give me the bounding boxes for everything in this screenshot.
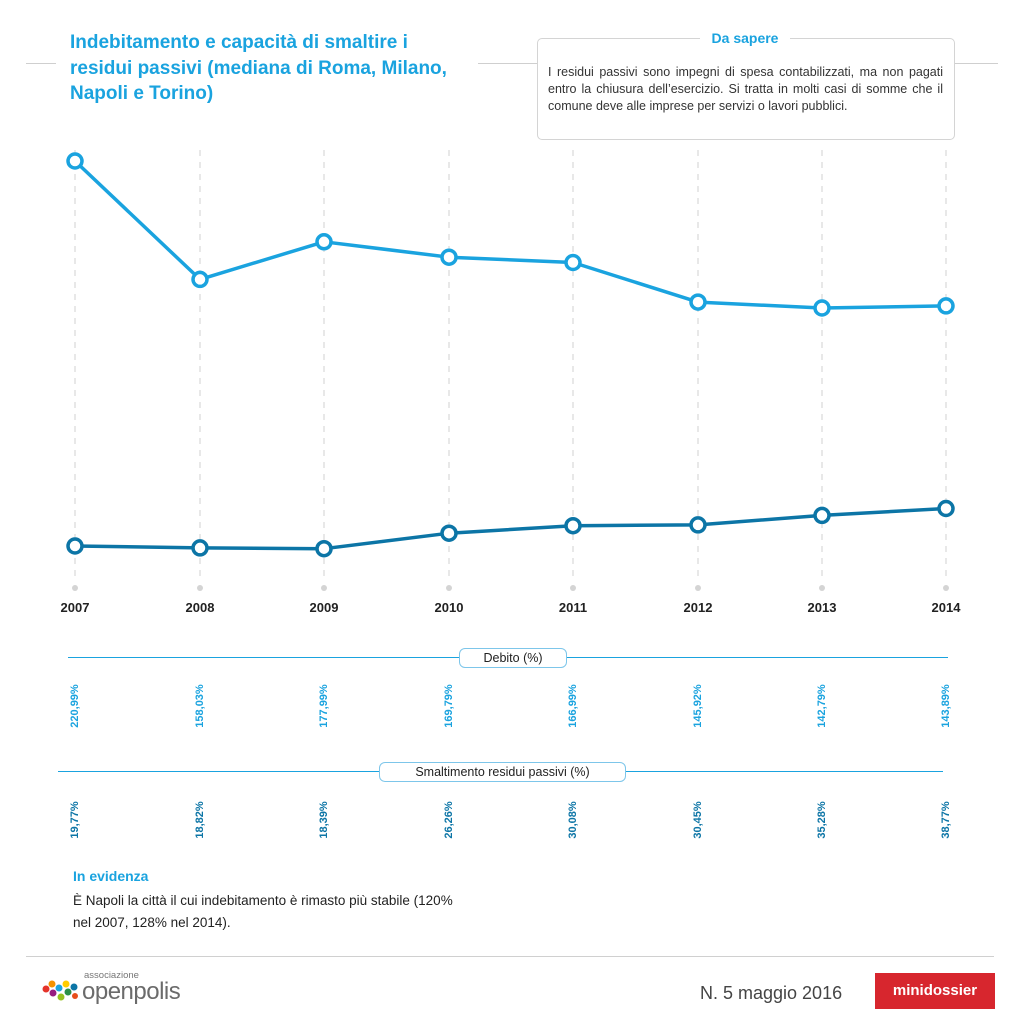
residui-point-2012 <box>689 516 707 534</box>
debt-value-2013: 142,79% <box>816 684 828 728</box>
chart-title: Indebitamento e capacità di smaltire i r… <box>70 32 447 104</box>
debt-point-2007 <box>66 152 84 170</box>
residui-value-2014: 38,77% <box>940 801 952 839</box>
residui-point-2008 <box>191 539 209 557</box>
issue-date: N. 5 maggio 2016 <box>700 983 843 1003</box>
year-label-2011: 2011 <box>558 600 588 615</box>
axis-dot-2014 <box>943 585 949 591</box>
residui-value-2013: 35,28% <box>816 801 828 839</box>
residui-value-2012: 30,45% <box>692 801 704 839</box>
debt-value-2012: 145,92% <box>692 684 704 728</box>
logo-small-text: associazione <box>84 970 139 981</box>
evidence-title: In evidenza <box>73 868 149 884</box>
info-box <box>537 38 955 140</box>
residui-point-2014 <box>937 499 955 518</box>
residui-value-2010: 26,26% <box>443 801 455 839</box>
debt-point-2009 <box>315 233 333 251</box>
residui-value-2008: 18,82% <box>194 801 206 839</box>
year-label-2013: 2013 <box>807 600 837 615</box>
axis-dot-2007 <box>72 585 78 591</box>
debt-point-2014 <box>937 297 955 315</box>
debt-series-line <box>73 159 947 310</box>
year-label-2008: 2008 <box>185 600 215 615</box>
debt-value-2007: 220,99% <box>69 684 81 728</box>
year-label-2012: 2012 <box>683 600 713 615</box>
debt-point-2013 <box>813 299 831 317</box>
logo-brand-text: openpolis <box>82 978 181 1005</box>
debt-point-2011 <box>564 253 582 272</box>
footer-rule <box>26 956 994 957</box>
residui-label-pill: Smaltimento residui passivi (%) <box>379 762 626 782</box>
residui-point-2011 <box>564 516 582 535</box>
year-label-2007: 2007 <box>60 600 90 615</box>
axis-dot-2013 <box>819 585 825 591</box>
axis-dot-2010 <box>446 585 452 591</box>
axis-dot-2009 <box>321 585 327 591</box>
residui-point-2009 <box>315 539 333 558</box>
debt-point-2008 <box>191 270 209 289</box>
residui-value-2007: 19,77% <box>69 801 81 839</box>
debt-value-2014: 143,89% <box>940 684 952 728</box>
residui-value-2011: 30,08% <box>567 801 579 839</box>
year-label-2014: 2014 <box>931 600 961 615</box>
minidossier-badge: minidossier <box>875 973 995 1009</box>
residui-point-2013 <box>813 506 831 525</box>
debt-value-2010: 169,79% <box>443 684 455 728</box>
residui-point-2007 <box>66 537 84 555</box>
debt-value-2011: 166,99% <box>567 684 579 728</box>
openpolis-logo-icon <box>42 980 78 1001</box>
axis-dot-2011 <box>570 585 576 591</box>
debt-label-pill: Debito (%) <box>459 648 567 668</box>
debt-point-2010 <box>440 248 458 266</box>
year-label-2010: 2010 <box>434 600 464 615</box>
year-label-2009: 2009 <box>309 600 339 615</box>
debt-point-2012 <box>689 293 707 311</box>
residui-series-line <box>74 506 947 551</box>
title-rule-left <box>26 63 56 64</box>
axis-dot-2008 <box>197 585 203 591</box>
evidence-text: È Napoli la città il cui indebitamento è… <box>73 893 453 930</box>
info-box-title: Da sapere <box>700 29 790 47</box>
debt-value-2008: 158,03% <box>194 684 206 728</box>
info-box-text: I residui passivi sono impegni di spesa … <box>548 65 943 113</box>
residui-value-2009: 18,39% <box>318 801 330 839</box>
residui-point-2010 <box>440 524 458 542</box>
debt-value-2009: 177,99% <box>318 684 330 728</box>
axis-dot-2012 <box>695 585 701 591</box>
